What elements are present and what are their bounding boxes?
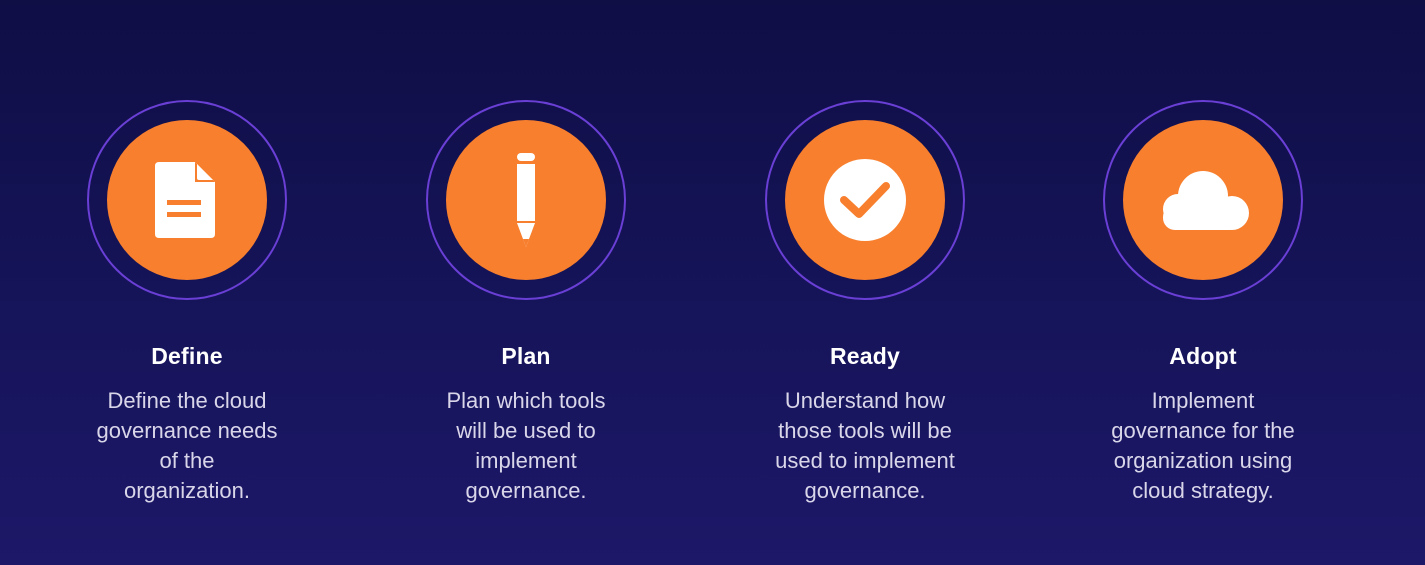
- step-description: Understand how those tools will be used …: [727, 386, 1003, 506]
- step-title: Ready: [829, 343, 901, 369]
- description-line: Define the cloud: [107, 388, 267, 413]
- icon-ring: [426, 100, 626, 300]
- document-icon: [155, 162, 215, 238]
- cloud-icon: [1163, 171, 1249, 230]
- step-adopt: Adopt Implement governance for the organ…: [1065, 0, 1345, 565]
- icon-ring: [1103, 100, 1303, 300]
- icon-disc: [446, 120, 606, 280]
- step-ready: Ready Understand how those tools will be…: [727, 0, 1007, 565]
- description-line: Understand how: [784, 388, 946, 413]
- icon-disc: [1123, 120, 1283, 280]
- pencil-icon: [517, 153, 535, 247]
- step-description: Define the cloud governance needs of the…: [49, 386, 325, 506]
- description-line: used to implement: [775, 448, 955, 473]
- description-line: implement: [475, 448, 577, 473]
- description-line: governance.: [465, 478, 587, 503]
- icon-ring: [765, 100, 965, 300]
- description-line: governance needs: [96, 418, 278, 443]
- description-line: organization using: [1113, 448, 1293, 473]
- step-define: Define Define the cloud governance needs…: [49, 0, 329, 565]
- description-line: governance.: [804, 478, 926, 503]
- description-line: will be used to: [456, 418, 596, 443]
- description-line: Implement: [1151, 388, 1255, 413]
- description-line: those tools will be: [778, 418, 952, 443]
- icon-disc: [785, 120, 945, 280]
- step-plan: Plan Plan which tools will be used to im…: [388, 0, 668, 565]
- description-line: organization.: [124, 478, 250, 503]
- check-circle-icon: [824, 159, 906, 241]
- step-description: Plan which tools will be used to impleme…: [388, 386, 664, 506]
- description-line: of the: [159, 448, 215, 473]
- description-line: Plan which tools: [446, 388, 606, 413]
- step-title: Plan: [501, 343, 551, 369]
- icon-disc: [107, 120, 267, 280]
- step-title: Adopt: [1169, 343, 1237, 369]
- icon-ring: [87, 100, 287, 300]
- step-title: Define: [151, 343, 223, 369]
- description-line: governance for the: [1111, 418, 1295, 443]
- description-line: cloud strategy.: [1132, 478, 1274, 503]
- step-description: Implement governance for the organizatio…: [1065, 386, 1341, 506]
